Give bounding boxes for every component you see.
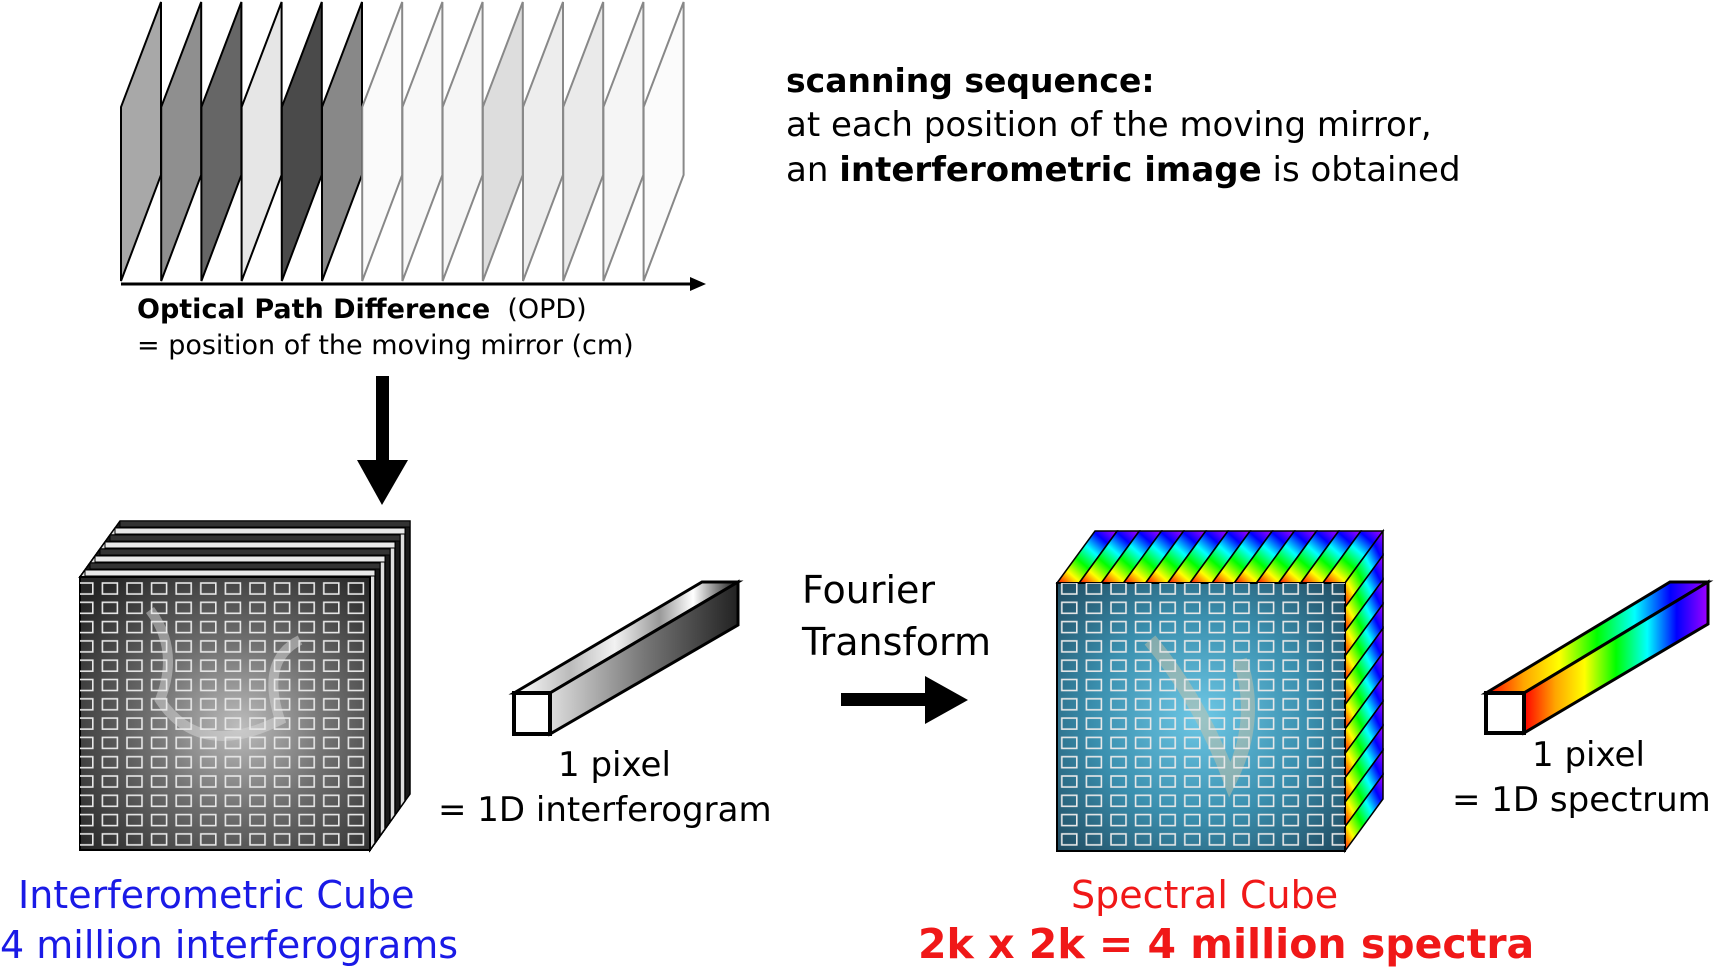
scanning-sequence-line1: at each position of the moving mirror, (786, 105, 1432, 145)
interferogram-layer-edge (119, 520, 411, 528)
interferogram-layer-edge (114, 527, 406, 535)
opd-subtitle: = position of the moving mirror (cm) (137, 330, 634, 361)
interferogram-layer-edge (94, 555, 386, 563)
scan-frame (642, 1, 685, 282)
interferometric-cube-title: Interferometric Cube (18, 873, 415, 917)
scan-frame (441, 1, 484, 282)
interferogram-pixel-definition: = 1D interferogram (438, 790, 772, 830)
scanning-line2-suffix: is obtained (1261, 150, 1461, 190)
pixel-square (512, 691, 552, 736)
scan-frame (522, 1, 564, 282)
scan-frame (160, 1, 203, 282)
scan-frame (120, 1, 162, 282)
interferometric-cube-count: 4 million interferograms (0, 923, 459, 967)
opd-abbreviation: (OPD) (490, 294, 587, 325)
interferogram-layer-edge (84, 569, 376, 577)
spectrum-pixel-definition: = 1D spectrum (1452, 780, 1711, 820)
pixel-square (1484, 691, 1526, 735)
scan-frame (200, 1, 243, 282)
scanning-sequence-line2: an interferometric image is obtained (786, 153, 1461, 187)
spectrum-pixel-label: 1 pixel (1532, 735, 1645, 775)
transform-label: Transform (802, 620, 992, 664)
scanning-line2-prefix: an (786, 150, 840, 190)
spectral-cube-count: 2k x 2k = 4 million spectra (918, 920, 1535, 968)
scan-frame (361, 1, 404, 282)
interferogram-pixel-label: 1 pixel (558, 745, 671, 785)
interferometric-cube (78, 520, 411, 853)
interferogram-layer-edge (89, 562, 381, 570)
scan-frame (562, 1, 605, 282)
right-arrow-icon (841, 676, 968, 724)
opd-axis-arrowhead (690, 277, 706, 291)
interferogram-bar (508, 579, 744, 737)
scan-frame (321, 1, 363, 282)
interferogram-layer-edge (99, 548, 391, 556)
spectral-cube (1055, 528, 1385, 854)
scan-frame (280, 1, 323, 282)
scan-frame (240, 1, 283, 282)
spectral-cube-side-strips (1344, 528, 1384, 854)
interferogram-layer-edge (104, 541, 396, 549)
spectrum-bar (1480, 579, 1714, 736)
pixel-grid (1057, 583, 1345, 851)
scan-frame (401, 1, 444, 282)
scanning-line2-bold: interferometric image (839, 150, 1262, 190)
scan-frame (602, 1, 645, 282)
down-arrow-icon (357, 376, 408, 505)
pixel-grid (80, 577, 370, 850)
interferogram-layer-edge (109, 534, 401, 542)
opd-label-bold: Optical Path Difference (137, 294, 491, 325)
scanning-sequence-title: scanning sequence: (786, 61, 1155, 100)
scan-frame (481, 1, 524, 282)
fourier-label: Fourier (802, 568, 936, 612)
spectral-cube-top-strips (1055, 530, 1385, 584)
spectral-cube-title: Spectral Cube (1071, 873, 1339, 917)
scanning-frames (120, 1, 685, 282)
opd-label: Optical Path Difference (OPD) (137, 296, 587, 323)
